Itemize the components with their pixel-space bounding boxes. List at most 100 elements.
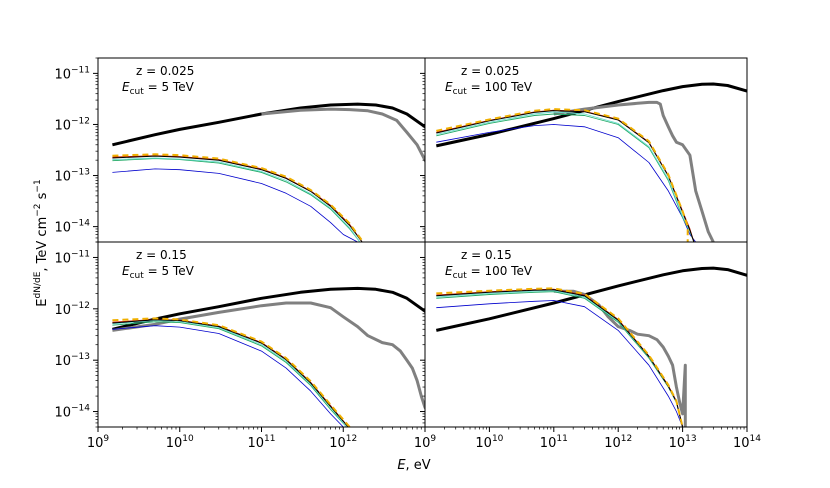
- series-line-black-thin: [112, 155, 363, 242]
- series-group: [435, 266, 747, 427]
- series-line-orange-dashed: [112, 153, 364, 242]
- annotation-redshift: z = 0.025: [461, 64, 519, 78]
- series-line-red: [436, 288, 684, 427]
- series-group: [112, 286, 425, 427]
- x-tick-label: 1010: [166, 434, 194, 451]
- annotation-ecut-sub: cut: [130, 271, 145, 281]
- annotation-ecut-var: E: [122, 80, 130, 94]
- series-line-black-thin: [436, 110, 695, 242]
- y-tick-label: 10−14: [54, 404, 90, 421]
- x-tick-label: 1013: [669, 434, 697, 451]
- series-line-orange-dashed: [112, 317, 351, 427]
- y-tick-base: 10: [54, 67, 71, 82]
- x-tick-base: 10: [166, 436, 183, 451]
- xlabel-E: E: [397, 458, 406, 473]
- y-tick-base: 10: [54, 221, 71, 236]
- series-line-red: [112, 155, 363, 242]
- annotation-ecut: Ecut = 100 TeV: [445, 264, 533, 281]
- y-tick-exp: −11: [71, 249, 90, 259]
- series-line-gray: [553, 289, 687, 427]
- series-line-cyan: [112, 320, 347, 427]
- annotation-ecut-sub: cut: [453, 87, 468, 97]
- y-tick-label: 10−13: [54, 352, 90, 369]
- x-tick-base: 10: [248, 436, 265, 451]
- y-tick-base: 10: [54, 118, 71, 133]
- series-line-green: [436, 291, 684, 427]
- x-tick-label: 1012: [329, 434, 357, 451]
- annotation-redshift: z = 0.15: [461, 248, 512, 262]
- xlabel-units: , eV: [406, 458, 431, 473]
- series-line-intrinsic: [112, 102, 425, 147]
- x-axis-label: E, eV: [397, 458, 430, 473]
- annotation-redshift: z = 0.15: [136, 248, 187, 262]
- series-group: [435, 82, 747, 242]
- x-tick-base: 10: [669, 436, 686, 451]
- annotation-ecut-sub: cut: [453, 271, 468, 281]
- series-line-intrinsic: [435, 266, 747, 332]
- y-tick-base: 10: [54, 406, 71, 421]
- x-tick-exp: 13: [685, 434, 696, 444]
- x-tick-label: 1010: [475, 434, 503, 451]
- annotation-redshift: z = 0.025: [136, 64, 194, 78]
- series-line-cyan: [436, 111, 695, 242]
- annotation-ecut-value: = 5 TeV: [144, 80, 195, 94]
- x-tick-label: 1012: [604, 434, 632, 451]
- y-tick-exp: −11: [71, 65, 90, 75]
- series-line-black-thin: [112, 319, 349, 427]
- y-tick-label: 10−12: [54, 301, 90, 318]
- panel-frame: [424, 241, 748, 428]
- ylabel-exp-2: −1: [33, 179, 43, 192]
- series-line-cyan: [112, 157, 361, 242]
- series-line-green: [436, 113, 695, 242]
- y-tick-label: 10−11: [54, 249, 90, 266]
- series-line-blue: [112, 325, 344, 427]
- annotation-ecut-value: = 100 TeV: [467, 264, 533, 278]
- series-line-gray: [112, 301, 425, 410]
- series-line-gray: [553, 100, 715, 242]
- x-tick-exp: 10: [492, 434, 504, 444]
- annotation-ecut: Ecut = 5 TeV: [122, 264, 195, 281]
- y-tick-exp: −14: [71, 404, 90, 414]
- series-line-blue: [436, 124, 697, 242]
- series-line-black-thin: [436, 289, 684, 427]
- annotation-ecut-sub: cut: [130, 87, 145, 97]
- series-line-intrinsic: [435, 82, 747, 148]
- x-tick-exp: 9: [103, 434, 109, 444]
- annotation-ecut-value: = 5 TeV: [144, 264, 195, 278]
- x-tick-label: 1011: [540, 434, 568, 451]
- x-tick-exp: 12: [346, 434, 357, 444]
- y-tick-label: 10−13: [54, 168, 90, 185]
- series-line-blue: [436, 300, 683, 427]
- y-tick-label: 10−11: [54, 65, 90, 82]
- series-line-gray: [261, 107, 425, 164]
- ylabel-units: , TeV cm: [35, 217, 50, 272]
- series-line-red: [436, 109, 695, 242]
- x-tick-label: 1014: [733, 434, 761, 451]
- ylabel-E: E: [35, 298, 50, 306]
- y-tick-exp: −13: [71, 352, 90, 362]
- x-tick-exp: 10: [182, 434, 194, 444]
- series-line-intrinsic: [112, 286, 425, 331]
- annotation-ecut-var: E: [445, 80, 453, 94]
- series-group: [112, 102, 425, 242]
- x-tick-exp: 11: [556, 434, 567, 444]
- ylabel-s: s: [35, 192, 50, 203]
- series-line-blue: [112, 168, 358, 242]
- y-tick-exp: −13: [71, 168, 90, 178]
- annotation-ecut-var: E: [445, 264, 453, 278]
- x-tick-label: 109: [87, 434, 110, 451]
- y-tick-base: 10: [54, 170, 71, 185]
- x-tick-base: 10: [733, 436, 750, 451]
- annotation-ecut: Ecut = 100 TeV: [445, 80, 533, 97]
- ylabel-fraction: dN/dE: [33, 271, 43, 298]
- y-tick-label: 10−12: [54, 116, 90, 133]
- y-tick-base: 10: [54, 354, 71, 369]
- ylabel-exp-1: −2: [33, 203, 43, 216]
- x-tick-base: 10: [414, 436, 431, 451]
- series-line-cyan: [436, 290, 684, 427]
- series-line-green: [112, 158, 361, 242]
- x-tick-base: 10: [604, 436, 621, 451]
